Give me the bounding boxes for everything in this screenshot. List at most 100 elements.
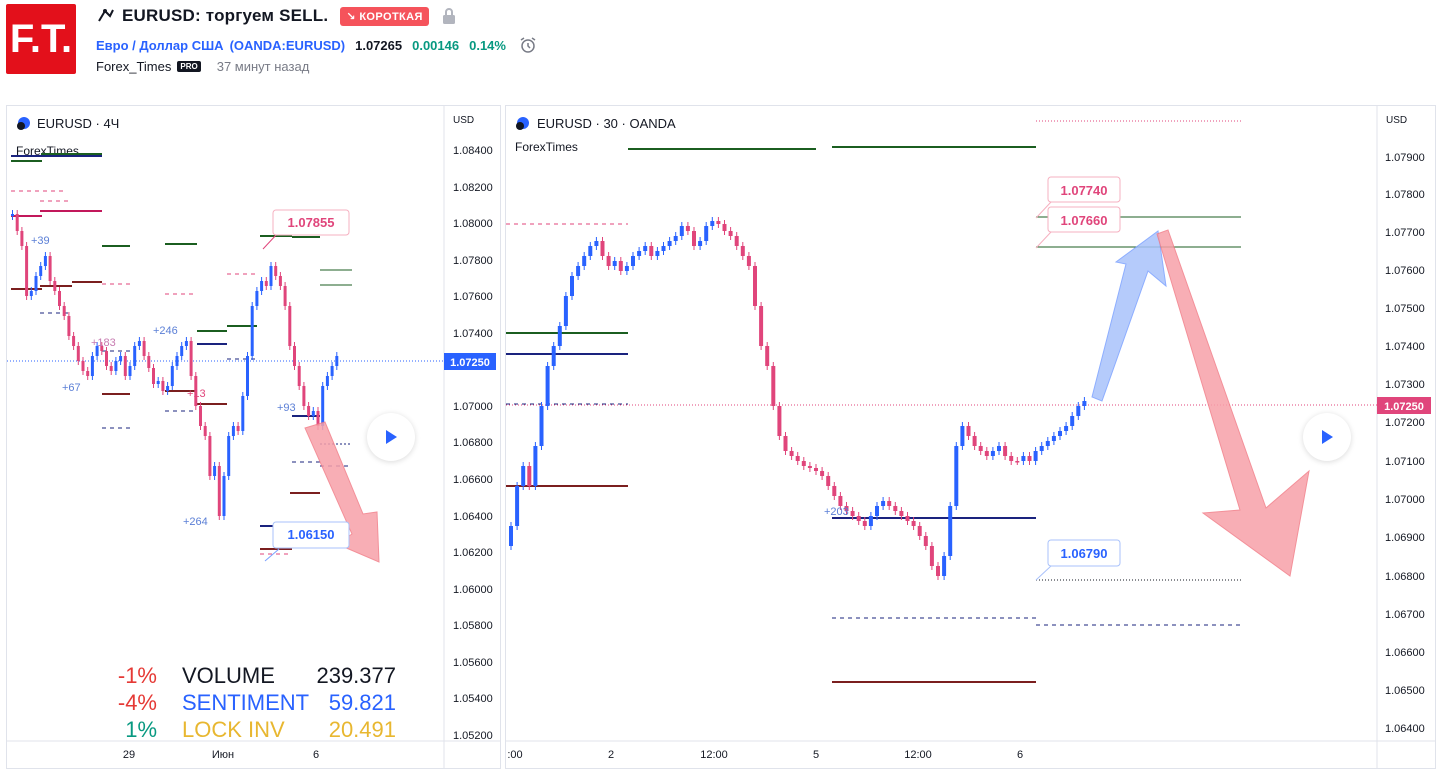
left-play-button[interactable]: [367, 413, 415, 461]
stats-panel: -1% VOLUME 239.377 -4% SENTIMENT 59.821 …: [87, 662, 396, 743]
candle-body: [217, 466, 221, 516]
price-tick: 1.06700: [1385, 609, 1425, 621]
svg-text:1.07660: 1.07660: [1061, 213, 1108, 228]
right-marker: +203: [824, 506, 849, 518]
time-tick: Июн: [212, 749, 234, 761]
candle-body: [649, 246, 654, 256]
right-chart[interactable]: EURUSD · 30 · OANDA ForexTimes USD 1.079…: [506, 106, 1435, 768]
price-tick: 1.06200: [453, 547, 493, 559]
candle-body: [679, 226, 684, 236]
svg-text:+183: +183: [91, 337, 116, 349]
author-name[interactable]: Forex_Times: [96, 59, 172, 74]
candle-body: [105, 351, 108, 366]
svg-text:1.06790: 1.06790: [1061, 546, 1108, 561]
symbol-description[interactable]: Евро / Доллар США: [96, 37, 224, 53]
volume-value: 239.377: [316, 663, 396, 688]
left-chart[interactable]: EURUSD · 4Ч ForexTimes USD 1.084001.0820…: [7, 106, 500, 768]
candle-body: [582, 256, 587, 266]
logo-text: F.T.: [10, 17, 72, 61]
candle-body: [637, 251, 642, 256]
price-tick: 1.06800: [453, 437, 493, 449]
sentiment-pct: -4%: [117, 690, 157, 715]
candle-body: [893, 506, 898, 511]
candle-body: [801, 461, 806, 466]
left-chart-panel[interactable]: EURUSD · 4Ч ForexTimes USD 1.08400 1.0820…: [6, 105, 501, 769]
candle-body: [856, 516, 861, 521]
idea-icon: [98, 9, 114, 22]
candle-body: [899, 511, 904, 516]
candle-body: [114, 361, 118, 371]
candle-body: [740, 246, 745, 256]
candle-body: [795, 456, 800, 461]
right-up-arrow: [1091, 230, 1167, 402]
candle-body: [789, 451, 794, 456]
right-indicator: ForexTimes: [515, 140, 578, 154]
price-tick: 1.07000: [1385, 494, 1425, 506]
time-tick: 2: [608, 749, 614, 761]
candle-body: [11, 214, 14, 216]
candle-body: [311, 411, 315, 416]
exchange-symbol[interactable]: (OANDA:EURUSD): [229, 37, 346, 53]
candle-body: [875, 506, 879, 516]
candle-body: [844, 506, 849, 511]
candle-body: [297, 366, 301, 386]
candle-body: [984, 451, 989, 456]
forextimes-logo[interactable]: F.T.: [6, 4, 76, 74]
candle-body: [942, 556, 947, 576]
candle-body: [710, 221, 715, 226]
candle-body: [887, 501, 892, 506]
right-play-button[interactable]: [1303, 413, 1351, 461]
price-tick: 1.07600: [1385, 265, 1425, 277]
candle-body: [765, 346, 770, 366]
svg-text:+93: +93: [277, 402, 296, 414]
stat-sentiment: -4% SENTIMENT 59.821: [87, 689, 396, 716]
candle-body: [72, 336, 76, 346]
price-tick: 1.06500: [1385, 685, 1425, 697]
price-tick: 1.06800: [1385, 571, 1425, 583]
candle-body: [929, 546, 934, 566]
candle-body: [753, 266, 757, 306]
candle-body: [293, 346, 296, 366]
price-tick: 1.08000: [453, 218, 493, 230]
price-tick: 1.06900: [1385, 532, 1425, 544]
price-tick: 1.06600: [1385, 647, 1425, 659]
right-low-callout: 1.06790: [1035, 539, 1121, 581]
candle-body: [954, 446, 959, 506]
candle-body: [1058, 431, 1062, 436]
right-chart-panel[interactable]: EURUSD · 30 · OANDA ForexTimes USD 1.079…: [505, 105, 1436, 769]
candle-body: [90, 356, 94, 376]
pro-badge: PRO: [177, 61, 201, 72]
time-tick: 29: [123, 749, 135, 761]
candle-body: [1003, 446, 1008, 456]
candle-body: [335, 356, 339, 366]
price-tick: 1.05600: [453, 657, 493, 669]
left-high-callout: 1.07855: [262, 209, 350, 250]
price-tick: 1.06000: [453, 584, 493, 596]
candle-body: [1045, 441, 1050, 446]
candle-body: [274, 266, 278, 276]
candle-body: [100, 346, 104, 351]
candle-body: [236, 426, 240, 431]
candle-body: [1015, 461, 1020, 463]
price-tick: 1.08200: [453, 182, 493, 194]
candle-body: [515, 486, 520, 526]
usd-flag-icon: [516, 122, 524, 130]
lock-inv-value: 20.491: [328, 717, 396, 742]
svg-text:+39: +39: [31, 235, 50, 247]
time-tick: 5: [813, 749, 819, 761]
candle-body: [551, 346, 556, 366]
candle-body: [936, 566, 940, 576]
time-tick: :00: [507, 749, 522, 761]
candle-body: [948, 506, 953, 556]
volume-pct: -1%: [117, 663, 157, 688]
candle-body: [184, 341, 188, 346]
candle-body: [321, 386, 325, 426]
usd-flag-icon: [17, 122, 25, 130]
price-tick: 1.07500: [1385, 303, 1425, 315]
candle-body: [264, 281, 268, 286]
candle-body: [142, 341, 146, 356]
candle-body: [563, 296, 568, 326]
candle-body: [777, 406, 782, 436]
candle-body: [570, 276, 574, 296]
alarm-clock-icon[interactable]: [518, 35, 538, 55]
